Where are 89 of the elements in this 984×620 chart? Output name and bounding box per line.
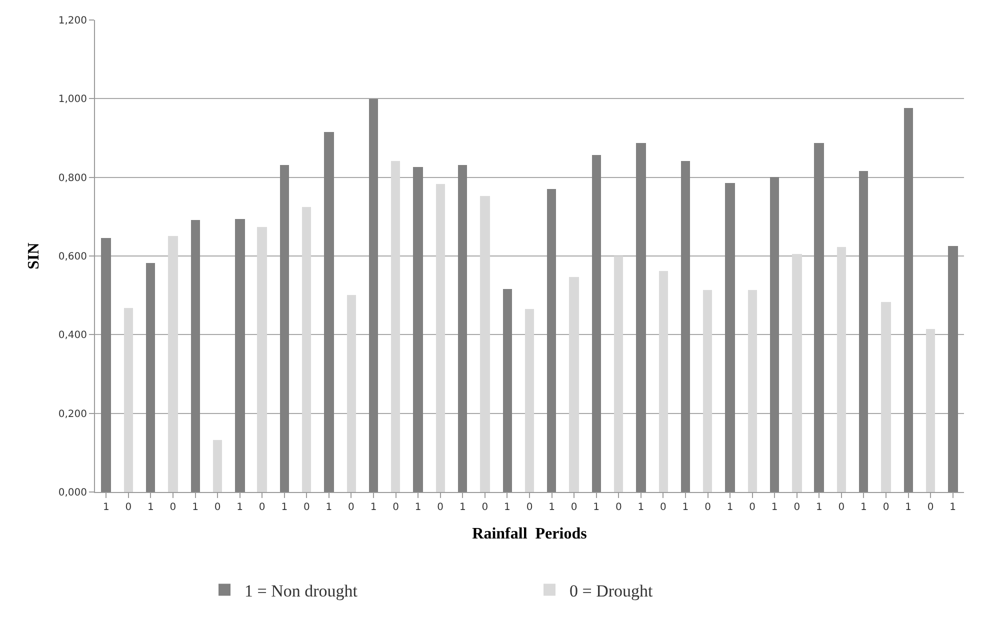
x-tick-label: 1 [281, 502, 288, 513]
bar [347, 295, 356, 492]
bar [124, 308, 133, 492]
bar [592, 155, 601, 492]
bar [391, 161, 400, 492]
x-tick-label: 1 [682, 502, 689, 513]
x-tick-label: 1 [236, 502, 244, 513]
x-tick-label: 0 [615, 502, 622, 513]
x-tick-label: 0 [927, 502, 934, 513]
bar [748, 290, 757, 492]
bar [859, 171, 868, 492]
y-axis-title: SIN [25, 242, 42, 270]
x-tick-label: 0 [170, 502, 176, 513]
bar [926, 329, 935, 492]
x-tick-label: 0 [838, 502, 845, 513]
x-tick-label: 0 [392, 502, 399, 513]
x-tick-label: 1 [905, 502, 912, 513]
bar [503, 289, 512, 492]
bar [413, 167, 423, 492]
bar [146, 263, 155, 492]
bar [235, 219, 245, 492]
bar [302, 207, 311, 492]
bar [547, 189, 556, 492]
y-tick-label: 0,800 [58, 172, 87, 184]
bar [480, 196, 490, 492]
y-tick-label: 0,200 [58, 408, 87, 420]
x-tick-label: 1 [102, 502, 110, 513]
legend-label: 1 = Non drought [244, 581, 358, 600]
x-tick-label: 1 [548, 502, 555, 513]
x-tick-label: 1 [593, 502, 600, 513]
bar [792, 254, 802, 492]
bar [257, 227, 267, 492]
x-tick-label: 0 [482, 502, 488, 513]
x-tick-label: 0 [704, 502, 711, 513]
x-tick-label: 1 [638, 502, 644, 513]
bar [659, 271, 668, 492]
x-tick-label: 0 [882, 502, 890, 513]
x-tick-label: 0 [258, 502, 266, 513]
y-tick-label: 0,000 [58, 488, 87, 498]
x-tick-label: 1 [414, 502, 422, 513]
y-tick-label: 0,600 [58, 252, 87, 262]
x-tick-label: 0 [125, 502, 132, 513]
x-tick-label: 1 [504, 502, 510, 513]
x-tick-label: 0 [214, 502, 221, 513]
bar [904, 108, 913, 492]
x-axis-title: Rainfall Periods [472, 526, 587, 543]
x-tick-label: 1 [148, 502, 154, 513]
bar [837, 247, 846, 492]
x-tick-label: 1 [459, 502, 466, 513]
x-tick-label: 1 [771, 502, 778, 513]
bar [770, 177, 779, 492]
bar [369, 99, 378, 492]
y-tick-label: 1,200 [58, 16, 87, 26]
x-tick-label: 1 [192, 502, 198, 513]
bar [324, 132, 334, 492]
bar [458, 165, 467, 492]
x-tick-label: 1 [326, 502, 332, 513]
x-tick-label: 0 [348, 502, 354, 513]
x-tick-label: 1 [860, 502, 867, 513]
bar [725, 183, 735, 492]
y-tick-label: 0,400 [58, 330, 87, 342]
x-tick-label: 0 [794, 502, 800, 513]
bar [525, 309, 534, 492]
bar [436, 184, 445, 492]
bar [614, 256, 623, 492]
bar [101, 238, 111, 492]
bar [681, 161, 690, 492]
x-tick-label: 1 [950, 502, 956, 513]
bar [636, 143, 646, 492]
x-tick-label: 0 [749, 502, 756, 513]
bar [191, 220, 200, 492]
x-tick-label: 1 [816, 502, 822, 513]
bar [213, 440, 222, 492]
bar [948, 246, 958, 492]
y-tick-label: 1,000 [58, 94, 87, 106]
bar [280, 165, 289, 492]
x-tick-label: 0 [526, 502, 533, 513]
bar [814, 143, 824, 492]
x-tick-label: 0 [303, 502, 310, 513]
x-tick-label: 1 [370, 502, 377, 513]
legend-label: 0 = Drought [570, 581, 654, 600]
bar [168, 236, 178, 492]
bar [881, 302, 891, 492]
x-tick-label: 0 [660, 502, 666, 513]
x-tick-label: 0 [437, 502, 444, 513]
bar [569, 277, 579, 492]
x-tick-label: 0 [570, 502, 578, 513]
x-tick-label: 1 [726, 502, 734, 513]
bar [703, 290, 712, 492]
